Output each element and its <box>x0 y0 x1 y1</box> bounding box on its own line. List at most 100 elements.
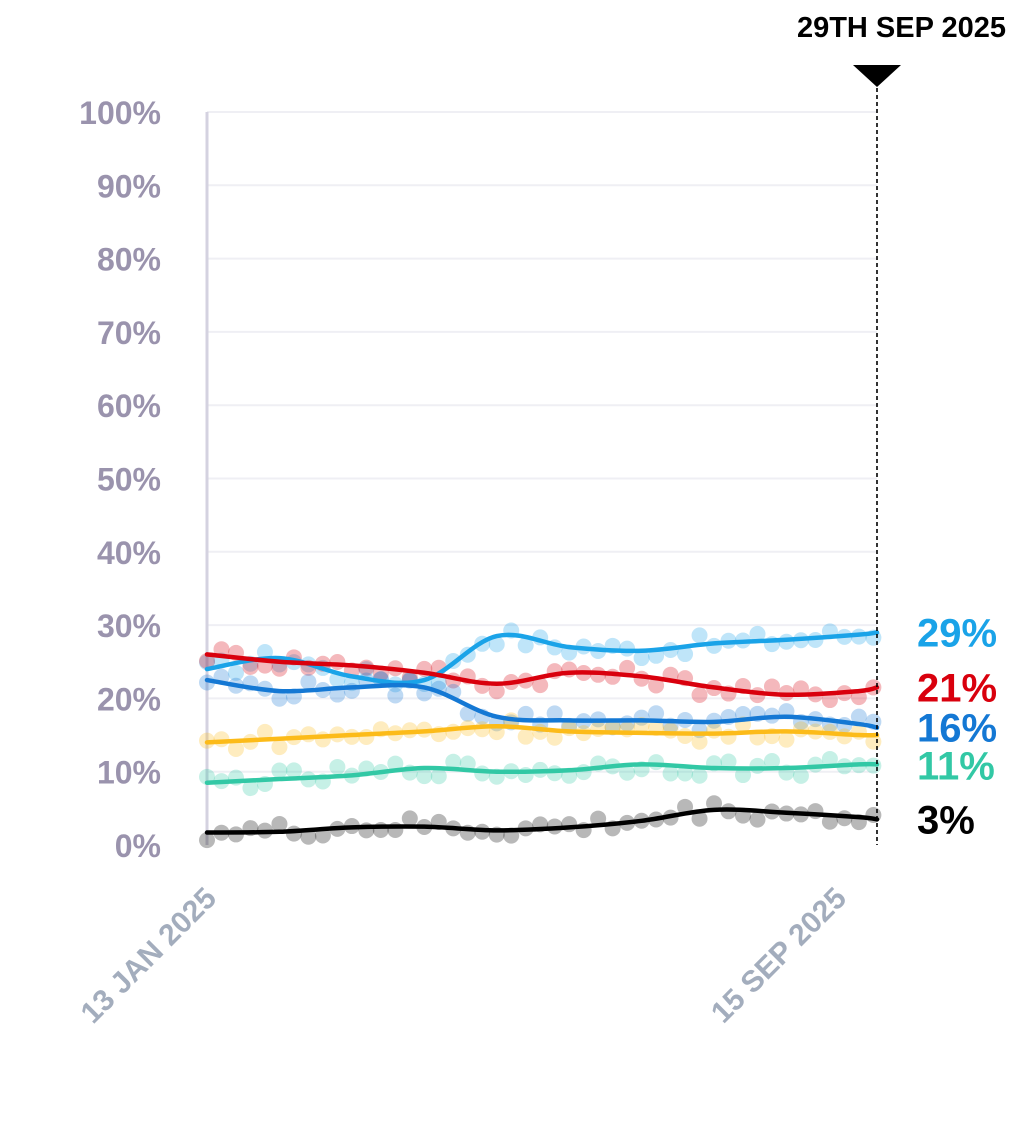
trend-line-black <box>204 807 880 835</box>
poll-dot <box>648 705 665 722</box>
poll-dot <box>256 643 273 660</box>
poll-dot <box>358 728 375 745</box>
poll-dot <box>430 768 447 785</box>
poll-dot <box>865 733 882 750</box>
poll-dot <box>749 625 766 642</box>
end-label-black: 3% <box>917 798 975 842</box>
y-tick-label: 60% <box>97 388 161 424</box>
poll-dot <box>271 762 288 779</box>
trend-line-red <box>204 652 880 698</box>
poll-dot <box>546 705 563 722</box>
y-tick-label: 100% <box>79 95 161 131</box>
poll-dot <box>619 659 636 676</box>
poll-dot <box>271 660 288 677</box>
x-tick-end: 15 SEP 2025 <box>705 882 853 1030</box>
poll-dot <box>749 811 766 828</box>
poll-dot <box>532 677 549 694</box>
gridlines <box>207 111 877 773</box>
poll-dot <box>256 723 273 740</box>
poll-dot <box>488 683 505 700</box>
poll-dot <box>619 764 636 781</box>
marker-date-label: 29TH SEP 2025 <box>797 12 1006 44</box>
poll-dot <box>445 753 462 770</box>
poll-dot <box>662 765 679 782</box>
poll-dot <box>763 678 780 695</box>
poll-dot <box>735 767 751 784</box>
poll-dot <box>430 674 447 691</box>
date-marker: 29TH SEP 2025 <box>797 12 1006 845</box>
poll-dot <box>300 726 317 743</box>
x-tick-start: 13 JAN 2025 <box>75 882 223 1030</box>
poll-dot <box>691 627 708 644</box>
end-label-light-blue: 29% <box>917 611 997 655</box>
poll-dot <box>677 646 694 663</box>
poll-dot <box>691 810 708 827</box>
poll-dot <box>387 755 404 772</box>
poll-dot <box>314 731 331 748</box>
poll-dot <box>648 677 665 694</box>
poll-dot <box>691 767 708 784</box>
poll-dot <box>590 810 607 827</box>
poll-dot <box>720 753 737 770</box>
marker-arrow-icon <box>853 65 901 87</box>
poll-dot <box>706 722 723 739</box>
poll-dot <box>691 686 708 703</box>
y-tick-label: 20% <box>97 681 161 717</box>
trend-line-light-blue <box>204 630 880 686</box>
poll-dot <box>517 637 534 654</box>
poll-dot <box>604 668 621 685</box>
end-label-red: 21% <box>917 666 997 710</box>
y-tick-label: 40% <box>97 535 161 571</box>
poll-dot <box>242 780 259 797</box>
poll-dot <box>271 690 288 707</box>
poll-dot <box>662 722 679 739</box>
trend-line-green <box>204 761 880 785</box>
y-axis-ticks: 0% 10% 20% 30% 40% 50% 60% 70% 80% 90% 100% <box>79 95 161 864</box>
poll-dot <box>285 762 302 779</box>
series-end-labels: 29% 21%16%11% 3% <box>917 611 997 842</box>
poll-dot <box>401 810 418 827</box>
poll-dot <box>677 765 694 782</box>
poll-dot <box>416 768 433 785</box>
poll-dot <box>387 687 404 704</box>
y-tick-label: 10% <box>97 755 161 791</box>
trend-line-yellow <box>204 724 880 745</box>
poll-dot <box>677 728 694 745</box>
poll-dot <box>271 739 288 756</box>
poll-dot <box>706 795 723 812</box>
end-label-green: 11% <box>917 745 995 789</box>
end-label-blue: 16% <box>917 707 997 751</box>
poll-dot <box>546 729 563 746</box>
poll-dot <box>590 721 607 738</box>
poll-dot <box>227 740 244 757</box>
y-tick-label: 80% <box>97 242 161 278</box>
poll-dot <box>227 664 244 681</box>
y-tick-label: 70% <box>97 315 161 351</box>
poll-dot <box>792 767 809 784</box>
poll-dot <box>778 731 795 748</box>
y-tick-label: 50% <box>97 462 161 498</box>
poll-dot <box>763 752 780 769</box>
poll-dot <box>821 750 838 767</box>
poll-dot <box>691 733 708 750</box>
poll-dot <box>199 832 215 849</box>
y-tick-label: 0% <box>115 828 161 864</box>
y-tick-label: 30% <box>97 608 161 644</box>
trend-line-blue <box>204 677 880 730</box>
x-axis-ticks: 13 JAN 2025 15 SEP 2025 <box>75 882 853 1030</box>
poll-dot <box>329 758 346 775</box>
poll-dot <box>488 636 505 653</box>
poll-dot <box>850 708 867 725</box>
y-tick-label: 90% <box>97 168 161 204</box>
poll-dot <box>300 828 317 845</box>
poll-dot <box>821 692 838 709</box>
poll-dot <box>633 650 650 667</box>
trend-lines <box>204 630 880 835</box>
poll-dot <box>648 754 665 771</box>
poll-dot <box>271 815 288 832</box>
poll-dot <box>821 813 838 830</box>
poll-dot <box>749 757 766 774</box>
poll-dot <box>517 728 534 745</box>
poll-dot <box>300 673 317 690</box>
